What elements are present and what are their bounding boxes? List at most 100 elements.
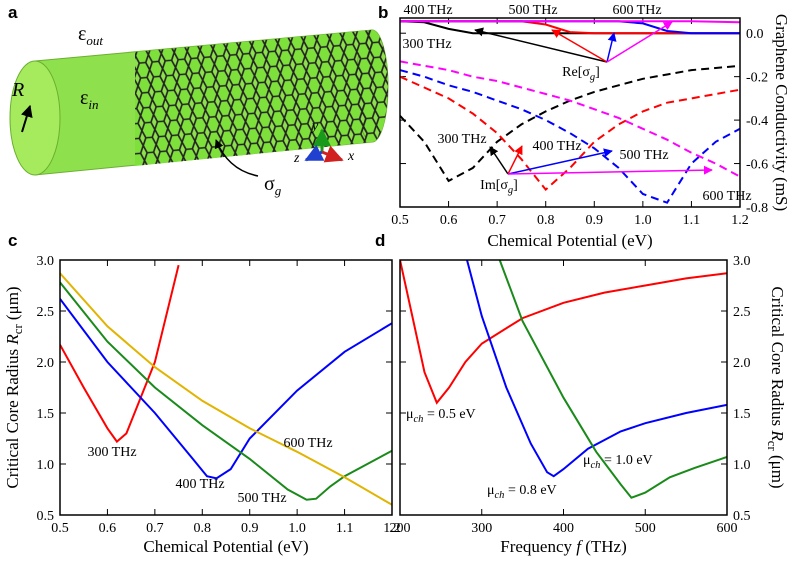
y-axis-title-part: (μm) [3,286,22,324]
x-tick-label: 1.0 [288,521,306,536]
series-label: μch = 1.0 eV [583,453,653,471]
annotation: 600 THz [612,3,661,18]
x-tick-label: 0.5 [51,521,69,536]
series-line [400,260,727,405]
x-tick-label: 0.8 [194,521,212,536]
x-axis-title-part: Frequency [500,537,576,556]
series-line [400,75,740,192]
series-label: μch = 0.8 eV [487,483,557,501]
series-label-part: 500 THz [237,491,286,506]
x-tick-label: 1.1 [683,213,701,228]
y-tick-label: -0.4 [746,114,768,129]
x-tick-label: 0.9 [241,521,259,536]
annotation-part: 600 THz [612,3,661,18]
illustration: a R εout εin σg x y z [8,3,389,198]
y-tick-label: 2.5 [733,305,751,320]
annotation: 400 THz [532,139,581,154]
series-line [400,64,740,183]
y-axis-title-part: cr [765,441,779,452]
annotation-part: g [590,72,595,83]
x-tick-label: 1.1 [336,521,354,536]
x-axis-title: Frequency f (THz) [500,537,627,556]
series-label-part: = 0.8 eV [504,483,556,498]
series-line [60,264,180,444]
x-axis-title: Chemical Potential (eV) [487,231,652,250]
annotation-part: 600 THz [702,189,751,204]
annotation: Re[σg] [562,65,600,83]
x-tick-label: 0.5 [391,213,409,228]
y-tick-label: 0.5 [733,509,751,524]
plot-frame [59,259,393,516]
series-line [400,20,740,24]
x-tick-label: 0.8 [537,213,555,228]
series-line [60,281,392,501]
annotation: 600 THz [702,189,751,204]
x-tick-label: 200 [390,521,411,536]
annotation-part: 500 THz [508,3,557,18]
annotation: 500 THz [508,3,557,18]
y-tick-label: 1.0 [37,458,55,473]
x-tick-label: 1.0 [634,213,652,228]
x-axis-title-part: Chemical Potential (eV) [143,537,308,556]
x-tick-label: 0.6 [440,213,458,228]
annotation-arrow [474,27,608,63]
x-tick-label: 600 [717,521,738,536]
y-tick-label: -0.6 [746,158,768,173]
x-tick-label: 1.2 [731,213,749,228]
series-line [60,298,392,480]
y-tick-label: 2.0 [733,356,751,371]
y-tick-label: 2.0 [37,356,55,371]
series-label-part: ch [495,490,505,501]
x-tick-label: 0.7 [488,213,506,228]
eps-subscript: in [88,97,98,112]
series-line [60,272,392,506]
series-label-part: μ [487,483,495,498]
panel-letter: d [375,231,385,250]
series-label-part: μ [406,407,414,422]
x-tick-label: 500 [635,521,656,536]
series-line [400,69,740,204]
annotation-part: 500 THz [619,148,668,163]
x-axis-title-part: f [576,537,583,556]
axis-label: y [310,119,319,134]
series-line [400,20,740,35]
series-label-part: 300 THz [87,445,136,460]
x-axis-title-part: Chemical Potential (eV) [487,231,652,250]
x-tick-label: 400 [553,521,574,536]
radius-label: R [11,79,24,101]
x-tick-label: 0.7 [146,521,164,536]
annotation-part: 300 THz [402,37,451,52]
y-axis-title: Critical Core Radius Rcr (μm) [3,286,25,488]
annotation-part: Re[σ [562,65,590,80]
x-axis-title-part: (THz) [581,537,627,556]
annotation-arrow [551,29,608,63]
annotation-arrow [507,145,523,175]
plot-frame [399,259,728,516]
y-tick-label: 3.0 [733,254,751,269]
radius-arrow [21,104,33,133]
x-tick-label: 0.9 [586,213,604,228]
y-axis-title-part: Graphene Conductivity (mS) [772,14,787,211]
y-axis-title-part: R [768,429,787,441]
annotation-arrow [489,146,509,175]
eps-out-label: εout [78,23,103,48]
sigma-symbol: σ [264,173,275,195]
chart-panel: b 0.5 0.6 0.7 0.8 0.9 1.0 1.1 1.2 0.0 -0.2 -0.4 -0.6… [378,3,768,228]
series-label-part: ch [591,460,601,471]
series-label-part: μ [583,453,591,468]
annotation: 300 THz [402,37,451,52]
sigma-subscript: g [275,183,282,198]
y-tick-label: 0.5 [37,509,55,524]
panel-letter: c [8,231,17,250]
annotation-part: ] [595,65,600,80]
z-axis-arrow [304,144,325,162]
chart-panel: c 0.5 0.6 0.7 0.8 0.9 1.0 1.1 1.2 0.5 1.0 1.5 2.0 2.5… [8,231,401,536]
annotation-arrow [606,32,617,63]
y-tick-label: 2.5 [37,305,55,320]
annotation-part: 300 THz [437,132,486,147]
series-label-part: 600 THz [283,436,332,451]
sigma-arrow [214,139,259,177]
series-label-part: 400 THz [175,477,224,492]
